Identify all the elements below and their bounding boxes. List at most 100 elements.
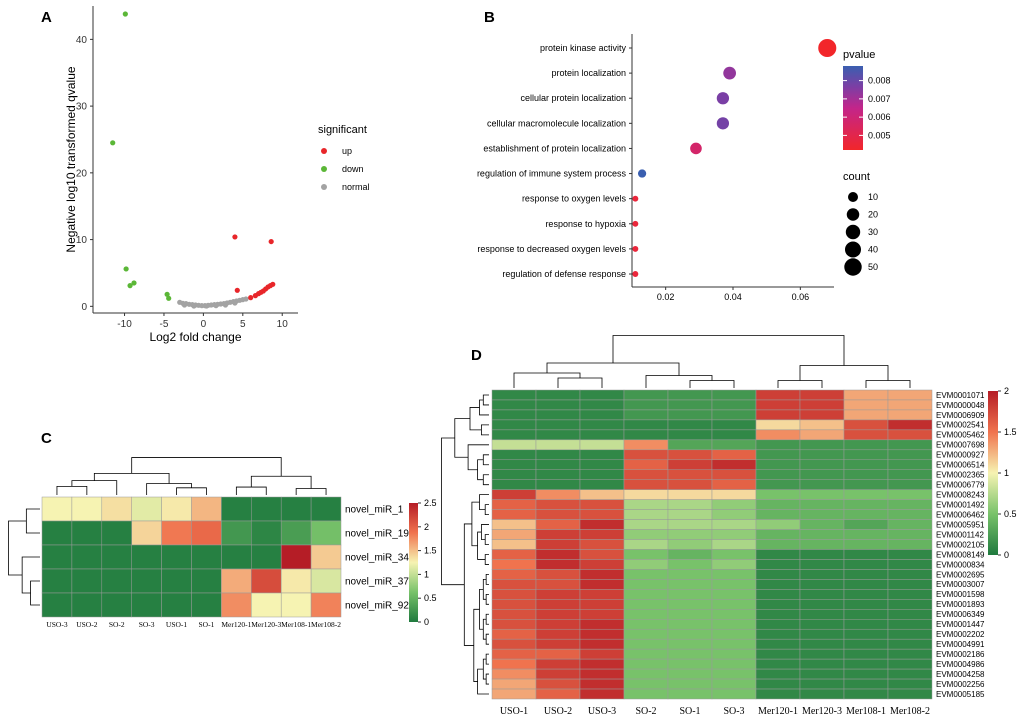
heatmap-cell bbox=[799, 648, 845, 660]
heatmap-cell bbox=[755, 419, 801, 431]
category-label: establishment of protein localization bbox=[483, 143, 626, 153]
heatmap-cell bbox=[667, 609, 713, 620]
row-dendrogram bbox=[484, 504, 489, 515]
heatmap-cell bbox=[755, 579, 801, 590]
heatmap-cell bbox=[101, 544, 132, 570]
legend-key-down bbox=[321, 166, 327, 172]
legend-label-normal: normal bbox=[342, 182, 370, 192]
row-label: EVM0005951 bbox=[936, 520, 985, 529]
heatmap-cell bbox=[755, 668, 801, 680]
heatmap-cell bbox=[843, 559, 889, 570]
heatmap-cell bbox=[711, 648, 757, 660]
heatmap-cell bbox=[755, 549, 801, 560]
heatmap-cell bbox=[491, 509, 537, 520]
heatmap-cell bbox=[711, 479, 757, 490]
heatmap-cell bbox=[799, 579, 845, 590]
row-label: EVM0006462 bbox=[936, 510, 985, 519]
heatmap-cell bbox=[491, 529, 537, 540]
y-tick-label: 40 bbox=[76, 35, 88, 46]
heatmap-cell bbox=[887, 479, 933, 490]
heatmap-cell bbox=[191, 568, 222, 594]
heatmap-cell bbox=[887, 628, 933, 640]
heatmap-cell bbox=[755, 539, 801, 550]
heatmap-cell bbox=[623, 489, 669, 500]
heatmap-cell bbox=[755, 409, 801, 421]
heatmap-cell bbox=[535, 619, 581, 630]
point-down bbox=[127, 283, 133, 289]
heatmap-cell bbox=[667, 619, 713, 630]
heatmap-cell bbox=[535, 638, 581, 650]
x-tick-label: 5 bbox=[240, 319, 246, 330]
heatmap-cell bbox=[887, 599, 933, 610]
heatmap-cell bbox=[711, 489, 757, 500]
heatmap-cell bbox=[843, 599, 889, 610]
row-dendrogram bbox=[482, 394, 489, 406]
heatmap-cell bbox=[755, 589, 801, 600]
pvalue-legend-title: pvalue bbox=[843, 49, 875, 61]
colorbar-tick-label: 1 bbox=[1004, 468, 1009, 478]
row-dendrogram bbox=[482, 474, 489, 486]
heatmap-cell bbox=[623, 658, 669, 670]
heatmap-cell bbox=[535, 429, 581, 441]
row-dendrogram bbox=[467, 444, 489, 471]
heatmap-cell bbox=[667, 599, 713, 610]
count-legend-dot bbox=[846, 208, 860, 221]
heatmap-cell bbox=[711, 499, 757, 510]
heatmap-cell bbox=[623, 628, 669, 640]
column-label: Mer120-1 bbox=[221, 620, 251, 629]
heatmap-cell bbox=[843, 619, 889, 630]
heatmap-cell bbox=[491, 619, 537, 630]
heatmap-cell bbox=[755, 599, 801, 610]
heatmap-cell bbox=[491, 628, 537, 640]
row-dendrogram bbox=[485, 593, 489, 605]
heatmap-cell bbox=[623, 389, 669, 401]
heatmap-cell bbox=[191, 496, 222, 522]
column-dendrogram bbox=[557, 377, 603, 388]
heatmap-cell bbox=[711, 678, 757, 690]
heatmap-cell bbox=[310, 592, 342, 618]
point-up bbox=[232, 234, 238, 240]
heatmap-cell bbox=[623, 559, 669, 570]
count-legend-dot bbox=[844, 241, 862, 258]
row-dendrogram bbox=[30, 580, 40, 606]
row-dendrogram bbox=[485, 673, 489, 685]
heatmap-cell bbox=[887, 429, 933, 441]
row-label: EVM0008243 bbox=[936, 491, 985, 500]
row-label: EVM0002186 bbox=[936, 650, 985, 659]
column-label: SO-1 bbox=[199, 620, 215, 629]
heatmap-cell bbox=[535, 628, 581, 640]
heatmap-cell bbox=[491, 489, 537, 500]
column-dendrogram bbox=[146, 483, 192, 495]
heatmap-cell bbox=[579, 658, 625, 670]
count-legend-label: 50 bbox=[868, 262, 878, 272]
y-tick-label: 30 bbox=[76, 102, 88, 113]
heatmap-cell bbox=[887, 638, 933, 650]
heatmap-cell bbox=[535, 479, 581, 490]
category-label: cellular macromolecule localization bbox=[487, 118, 626, 128]
row-dendrogram bbox=[484, 534, 489, 545]
heatmap-cell bbox=[221, 568, 252, 594]
heatmap-cell bbox=[667, 439, 713, 451]
heatmap-cell bbox=[491, 479, 537, 490]
point-up bbox=[234, 287, 240, 293]
row-dendrogram bbox=[484, 554, 489, 565]
heatmap-cell bbox=[711, 579, 757, 590]
heatmap-cell bbox=[843, 668, 889, 680]
heatmap-cell bbox=[535, 489, 581, 500]
heatmap-cell bbox=[887, 579, 933, 590]
row-label: EVM0000048 bbox=[936, 401, 985, 410]
count-legend-label: 20 bbox=[868, 210, 878, 220]
row-label: novel_miR_349 bbox=[345, 553, 415, 564]
heatmap-cell bbox=[887, 609, 933, 620]
gene-heatmap: EVM0001071EVM0000048EVM0006909EVM0002541… bbox=[441, 335, 1017, 717]
colorbar-tick-label: 0.5 bbox=[424, 593, 437, 603]
heatmap-cell bbox=[799, 619, 845, 630]
heatmap-cell bbox=[843, 479, 889, 490]
row-dendrogram bbox=[481, 424, 489, 436]
heatmap-cell bbox=[843, 459, 889, 470]
heatmap-cell bbox=[623, 688, 669, 700]
heatmap-cell bbox=[71, 520, 103, 546]
count-legend-dot bbox=[844, 258, 862, 276]
heatmap-cell bbox=[667, 469, 713, 480]
heatmap-cell bbox=[221, 544, 252, 570]
